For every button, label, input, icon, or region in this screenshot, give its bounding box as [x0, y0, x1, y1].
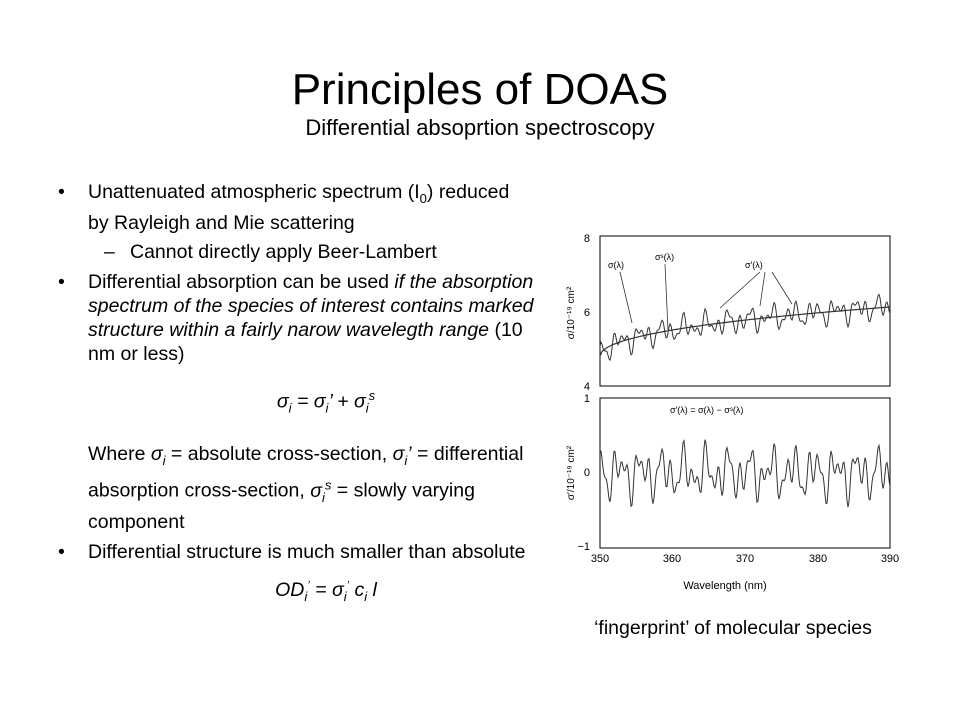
bullet-differential-structure: • Differential structure is much smaller…: [58, 540, 526, 563]
bullet-marker: •: [58, 181, 65, 203]
bottom-y-tick: 1: [584, 393, 590, 405]
bullet-marker: •: [58, 270, 65, 293]
bottom-y-tick: 0: [584, 467, 590, 479]
x-tick: 360: [663, 553, 681, 565]
bottom-y-label: σ′/10⁻¹⁹ cm²: [566, 445, 577, 500]
bottom-panel-frame: [599, 397, 891, 549]
x-tick: 390: [881, 553, 899, 565]
bullet-differential-absorption: • Differential absorption can be used if…: [58, 270, 534, 365]
sub-bullet-beer-lambert: – Cannot directly apply Beer-Lambert: [104, 240, 437, 263]
slide-body: • Unattenuated atmospheric spectrum (I0)…: [58, 180, 534, 609]
differential-cross-section-curve: [599, 439, 891, 508]
spectrum-curves: [599, 263, 891, 508]
bottom-formula: σ′(λ) = σ(λ) − σˢ(λ): [670, 405, 743, 415]
arrows-sigma-prime: [719, 271, 793, 309]
top-y-tick: 8: [584, 233, 590, 245]
x-tick: 350: [591, 553, 609, 565]
equation-od: ODi’ = σi’ ci l: [275, 579, 377, 604]
slide-title: Principles of DOAS: [291, 65, 669, 114]
label-sigma-s: σˢ(λ): [655, 252, 674, 262]
bottom-y-tick: −1: [577, 541, 590, 553]
top-y-label: σ/10⁻¹⁹ cm²: [566, 286, 577, 339]
dash-marker: –: [104, 240, 115, 263]
label-sigma-prime: σ′(λ): [745, 260, 763, 270]
top-y-tick: 6: [584, 307, 590, 319]
equation-sigma: σi = σi’ + σis: [276, 387, 376, 416]
label-sigma: σ(λ): [608, 260, 624, 270]
smooth-component-curve: [599, 306, 891, 357]
figure-caption: ‘fingerprint’ of molecular species: [594, 617, 872, 639]
top-panel-frame: [599, 235, 891, 387]
bullet-marker: •: [58, 540, 65, 563]
absolute-cross-section-curve: [599, 293, 891, 362]
top-y-tick: 4: [584, 381, 590, 393]
bullet-unattenuated: • Unattenuated atmospheric spectrum (I0)…: [58, 181, 510, 234]
arrow-sigma-s: [664, 263, 669, 331]
x-axis-label: Wavelength (nm): [683, 580, 767, 592]
doas-spectrum-figure: 8 6 4 σ/10⁻¹⁹ cm² 1 0 −1 σ′/10⁻¹⁹ cm² 35…: [566, 233, 899, 565]
definitions-paragraph: Where σi = absolute cross-section, σi’ =…: [88, 443, 524, 533]
slide-subtitle: Differential absoprtion spectroscopy: [305, 115, 655, 140]
x-tick: 370: [736, 553, 754, 565]
x-tick: 380: [809, 553, 827, 565]
arrow-sigma: [619, 271, 633, 324]
